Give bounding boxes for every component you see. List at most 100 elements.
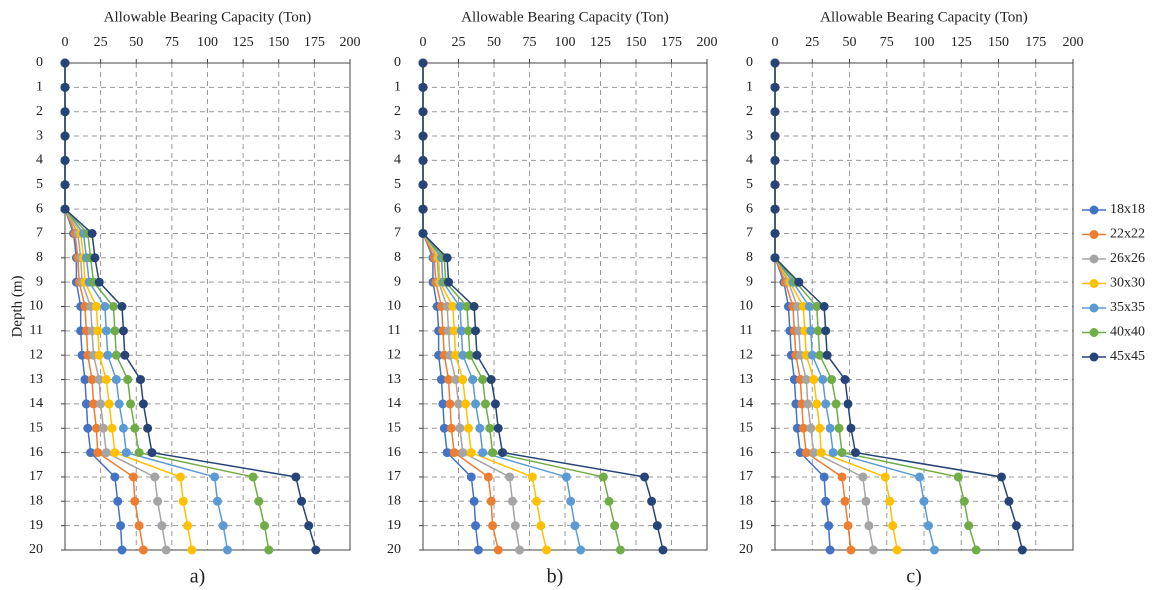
data-point — [118, 326, 128, 336]
data-point — [804, 302, 814, 311]
data-point — [60, 204, 70, 214]
y-tick-label: 6 — [36, 201, 43, 216]
data-point — [138, 545, 148, 555]
y-tick-label: 13 — [739, 372, 753, 387]
data-point — [770, 58, 780, 68]
y-tick-label: 1 — [746, 80, 753, 95]
y-tick-label: 8 — [746, 250, 753, 265]
y-tick-label: 16 — [387, 445, 401, 460]
data-point — [915, 472, 925, 482]
data-point — [478, 375, 488, 385]
data-point — [456, 326, 466, 336]
legend-label: 18x18 — [1110, 202, 1145, 217]
data-point — [493, 545, 503, 555]
data-point — [458, 350, 468, 360]
y-tick-label: 11 — [30, 323, 43, 338]
data-point — [770, 131, 780, 141]
data-point — [466, 448, 476, 458]
data-point — [818, 375, 828, 385]
data-point — [959, 496, 969, 506]
y-tick-label: 11 — [388, 323, 401, 338]
x-tick-label: 175 — [661, 35, 682, 50]
data-point — [515, 545, 525, 555]
y-tick-label: 16 — [29, 445, 43, 460]
data-point — [60, 58, 70, 68]
y-tick-label: 3 — [394, 128, 401, 143]
x-tick-label: 150 — [626, 35, 647, 50]
y-tick-label: 11 — [740, 323, 753, 338]
data-point — [446, 423, 456, 433]
data-point — [110, 472, 120, 482]
data-point — [458, 375, 468, 385]
data-point — [770, 253, 780, 263]
data-point — [1011, 521, 1021, 531]
data-point — [60, 107, 70, 117]
y-tick-label: 14 — [387, 396, 401, 411]
y-tick-label: 18 — [29, 494, 43, 509]
data-point — [438, 399, 448, 409]
y-tick-label: 7 — [746, 226, 753, 241]
data-point — [807, 350, 817, 360]
y-tick-label: 20 — [387, 542, 401, 557]
data-point — [850, 448, 860, 458]
data-point — [449, 448, 459, 458]
y-tick-label: 1 — [394, 80, 401, 95]
data-point — [80, 375, 90, 385]
data-point — [536, 521, 546, 531]
x-tick-label: 150 — [268, 35, 289, 50]
data-point — [451, 350, 461, 360]
y-tick-label: 13 — [29, 372, 43, 387]
data-point — [468, 375, 478, 385]
data-point — [458, 448, 468, 458]
data-point — [297, 496, 307, 506]
plot-frame — [774, 62, 1074, 551]
x-tick-label: 200 — [697, 35, 718, 50]
data-point — [473, 545, 483, 555]
data-point — [475, 423, 485, 433]
x-tick-label: 75 — [523, 35, 537, 50]
y-tick-label: 14 — [739, 396, 753, 411]
data-point — [260, 521, 269, 531]
x-tick-label: 50 — [487, 35, 501, 50]
data-point — [471, 521, 481, 531]
legend-label: 22x22 — [1110, 227, 1145, 242]
y-tick-label: 6 — [394, 201, 401, 216]
y-tick-label: 3 — [746, 128, 753, 143]
y-tick-label: 8 — [36, 250, 43, 265]
x-tick-label: 150 — [988, 35, 1009, 50]
y-tick-label: 12 — [387, 347, 401, 362]
data-point — [469, 496, 479, 506]
data-point — [1017, 545, 1027, 555]
data-point — [94, 350, 104, 360]
y-tick-label: 10 — [29, 299, 43, 314]
data-point — [809, 375, 819, 385]
x-tick-label: 125 — [233, 35, 254, 50]
data-point — [100, 302, 110, 311]
legend-marker — [1089, 230, 1099, 239]
data-point — [110, 326, 120, 336]
data-point — [542, 545, 552, 555]
data-point — [864, 521, 874, 531]
data-point — [442, 253, 452, 263]
legend-marker — [1089, 352, 1099, 362]
legend-marker — [1089, 205, 1099, 215]
data-point — [837, 448, 847, 458]
data-point — [91, 302, 101, 311]
data-point — [91, 423, 101, 433]
data-point — [130, 423, 140, 433]
data-point — [130, 496, 140, 506]
data-point — [451, 375, 461, 385]
data-point — [566, 496, 576, 506]
data-point — [801, 375, 811, 385]
data-point — [815, 350, 825, 360]
legend-marker — [1089, 279, 1099, 288]
y-tick-label: 2 — [746, 104, 753, 119]
data-point — [846, 423, 856, 433]
data-point — [111, 375, 121, 385]
x-tick-label: 175 — [1025, 35, 1046, 50]
data-point — [1004, 496, 1014, 506]
legend-marker — [1089, 328, 1099, 337]
y-tick-label: 0 — [746, 55, 753, 70]
data-point — [153, 496, 163, 506]
data-point — [183, 521, 193, 531]
